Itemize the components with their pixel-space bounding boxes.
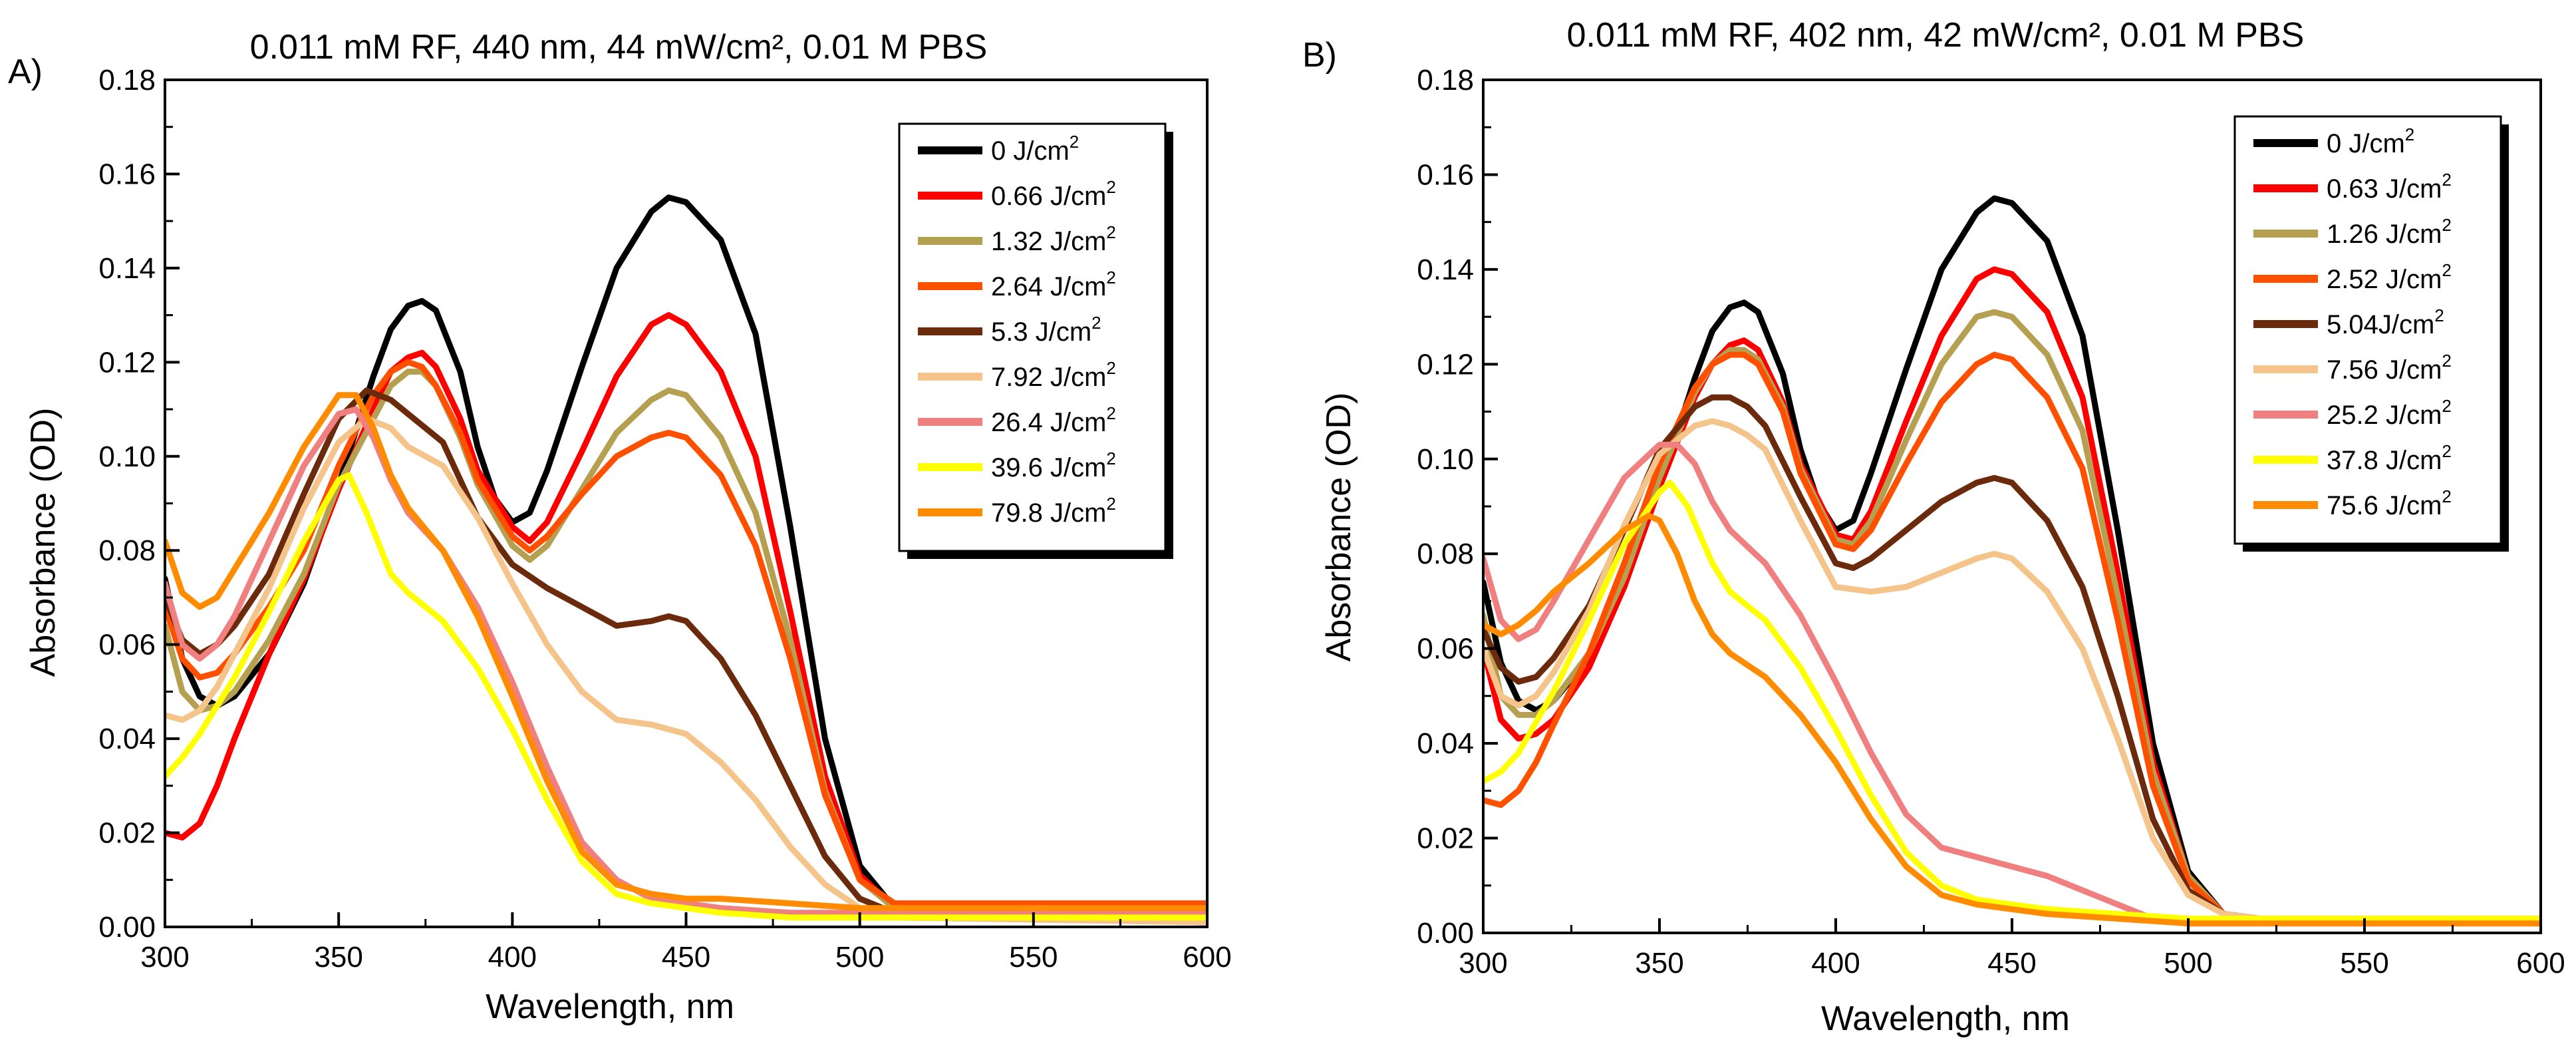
chart-title: 0.011 mM RF, 440 nm, 44 mW/cm², 0.01 M P… bbox=[250, 28, 988, 67]
y-tick-label: 0.08 bbox=[1417, 538, 1474, 570]
panel-label: A) bbox=[8, 53, 43, 91]
series-line-8 bbox=[1483, 512, 2541, 927]
legend-label: 37.8 J/cm2 bbox=[2327, 441, 2452, 475]
legend-label: 0 J/cm2 bbox=[991, 132, 1079, 166]
x-tick-label: 300 bbox=[140, 941, 189, 973]
panel-a: A) 0.011 mM RF, 440 nm, 44 mW/cm², 0.01 … bbox=[8, 28, 1232, 1026]
x-tick-label: 500 bbox=[2164, 947, 2212, 979]
y-tick-label: 0.12 bbox=[98, 346, 156, 379]
legend-label: 0.66 J/cm2 bbox=[991, 177, 1116, 211]
y-tick-label: 0.12 bbox=[1417, 348, 1474, 381]
legend-label: 0 J/cm2 bbox=[2327, 124, 2414, 158]
series-line-6 bbox=[1483, 441, 2541, 927]
x-tick-label: 450 bbox=[662, 941, 710, 973]
y-tick-label: 0.10 bbox=[1417, 443, 1474, 476]
y-tick-label: 0.02 bbox=[1417, 822, 1474, 855]
x-tick-label: 550 bbox=[2340, 947, 2388, 979]
y-tick-label: 0.14 bbox=[98, 252, 156, 285]
legend-label: 2.52 J/cm2 bbox=[2327, 260, 2452, 294]
x-tick-label: 350 bbox=[314, 941, 362, 973]
plot-area: 300 350 400 450 500 550 600 0.00 0.02 0.04 0.06 0.0… bbox=[1417, 64, 2565, 979]
x-tick-label: 550 bbox=[1009, 941, 1058, 973]
y-tick-label: 0.00 bbox=[1417, 917, 1474, 950]
series-line-8 bbox=[165, 392, 1207, 912]
series-group bbox=[1483, 195, 2541, 927]
legend-label: 5.04J/cm2 bbox=[2327, 305, 2444, 339]
y-tick-label: 0.06 bbox=[1417, 633, 1474, 665]
x-tick-label: 350 bbox=[1635, 947, 1683, 979]
series-line-4 bbox=[1483, 394, 2541, 922]
y-tick-label: 0.10 bbox=[98, 441, 156, 473]
y-tick-label: 0.16 bbox=[1417, 158, 1474, 191]
plot-area: 300 350 400 450 500 550 600 0.00 0.02 0.04 0.06 0.0… bbox=[98, 64, 1231, 973]
series-group bbox=[165, 194, 1207, 926]
series-line-7 bbox=[165, 472, 1207, 921]
x-tick-label: 300 bbox=[1459, 947, 1507, 979]
x-tick-label: 450 bbox=[1987, 947, 2036, 979]
legend-label: 0.63 J/cm2 bbox=[2327, 170, 2452, 204]
legend-label: 1.32 J/cm2 bbox=[991, 222, 1116, 256]
legend-label: 7.56 J/cm2 bbox=[2327, 351, 2452, 385]
legend-label: 7.92 J/cm2 bbox=[991, 358, 1116, 392]
y-tick-label: 0.04 bbox=[98, 723, 156, 755]
y-tick-label: 0.14 bbox=[1417, 254, 1474, 286]
series-line-7 bbox=[1483, 479, 2541, 922]
y-tick-label: 0.06 bbox=[98, 629, 156, 661]
y-axis-title: Absorbance (OD) bbox=[24, 408, 63, 677]
series-line-5 bbox=[1483, 418, 2541, 922]
series-line-1 bbox=[165, 312, 1207, 921]
legend: 0 J/cm2 0.63 J/cm2 1.26 J/cm2 2.52 J/cm2 5.0… bbox=[2233, 115, 2509, 552]
x-tick-label: 500 bbox=[835, 941, 884, 973]
legend-label: 75.6 J/cm2 bbox=[2327, 486, 2452, 520]
y-tick-label: 0.04 bbox=[1417, 727, 1474, 760]
y-tick-label: 0.18 bbox=[98, 64, 156, 96]
legend: 0 J/cm2 0.66 J/cm2 1.32 J/cm2 2.64 J/cm2 5.3… bbox=[898, 122, 1173, 559]
series-line-4 bbox=[165, 387, 1207, 921]
x-tick-label: 400 bbox=[1811, 947, 1860, 979]
y-axis-title: Absorbance (OD) bbox=[1320, 393, 1358, 662]
x-tick-label: 400 bbox=[488, 941, 537, 973]
legend-label: 5.3 J/cm2 bbox=[991, 313, 1101, 347]
legend-label: 26.4 J/cm2 bbox=[991, 403, 1116, 437]
y-tick-label: 0.18 bbox=[1417, 64, 1474, 96]
chart-title: 0.011 mM RF, 402 nm, 42 mW/cm², 0.01 M P… bbox=[1567, 16, 2305, 55]
series-line-3 bbox=[1483, 351, 2541, 922]
legend-label: 1.26 J/cm2 bbox=[2327, 215, 2452, 249]
x-tick-label: 600 bbox=[2516, 947, 2565, 979]
series-line-5 bbox=[165, 415, 1207, 926]
y-tick-label: 0.00 bbox=[98, 911, 156, 944]
legend-label: 79.8 J/cm2 bbox=[991, 494, 1116, 528]
panel-b: B) 0.011 mM RF, 402 nm, 42 mW/cm², 0.01 … bbox=[1302, 16, 2565, 1038]
x-axis-title: Wavelength, nm bbox=[486, 987, 734, 1026]
legend-label: 25.2 J/cm2 bbox=[2327, 396, 2452, 430]
x-axis-title: Wavelength, nm bbox=[1821, 999, 2070, 1038]
x-tick-label: 600 bbox=[1183, 941, 1231, 973]
y-tick-label: 0.08 bbox=[98, 534, 156, 567]
y-tick-label: 0.02 bbox=[98, 817, 156, 850]
y-tick-label: 0.16 bbox=[98, 158, 156, 190]
legend-label: 2.64 J/cm2 bbox=[991, 267, 1116, 301]
panel-label: B) bbox=[1302, 36, 1337, 75]
series-line-2 bbox=[165, 369, 1207, 921]
legend-label: 39.6 J/cm2 bbox=[991, 448, 1116, 482]
